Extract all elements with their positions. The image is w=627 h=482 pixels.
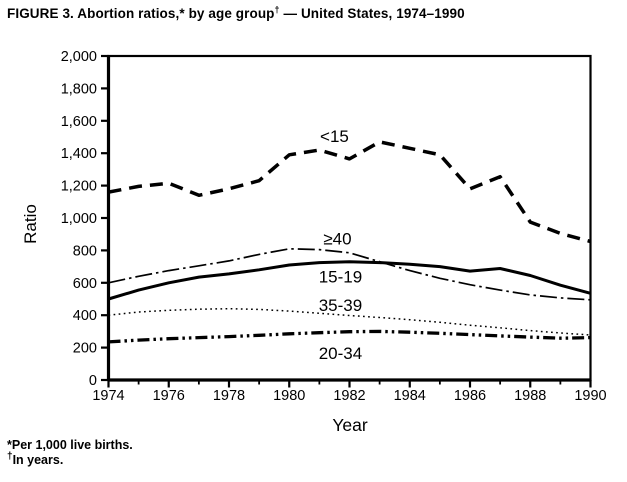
x-tick-label-1984: 1984 bbox=[394, 388, 426, 404]
y-tick-label-1800: 1,800 bbox=[61, 81, 97, 97]
x-tick-label-1980: 1980 bbox=[273, 388, 305, 404]
x-tick-label-1982: 1982 bbox=[333, 388, 365, 404]
figure-title-suffix: — United States, 1974–1990 bbox=[279, 6, 465, 21]
x-tick-label-1988: 1988 bbox=[514, 388, 546, 404]
y-tick-label-2000: 2,000 bbox=[61, 49, 97, 65]
footnote-asterisk-marker: * bbox=[7, 438, 12, 452]
y-tick-label-1000: 1,000 bbox=[61, 211, 97, 227]
title-dagger-superscript: † bbox=[274, 4, 280, 15]
figure-title-text: FIGURE 3. Abortion ratios,* by age group bbox=[7, 6, 275, 21]
x-tick-label-1978: 1978 bbox=[213, 388, 245, 404]
x-tick-label-1990: 1990 bbox=[574, 388, 606, 404]
series-label-35-39: 35-39 bbox=[319, 296, 362, 315]
footnote-2-text: In years. bbox=[12, 453, 64, 467]
footnote-dagger-marker: † bbox=[7, 450, 13, 462]
series-label-20-34: 20-34 bbox=[319, 344, 362, 363]
series-label-40-and-over: ≥40 bbox=[323, 229, 351, 248]
series-line-20-34 bbox=[108, 329, 591, 344]
y-tick-label-800: 800 bbox=[73, 243, 97, 259]
y-tick-label-1400: 1,400 bbox=[61, 146, 97, 162]
footnote-per-1000-live-births: *Per 1,000 live births. bbox=[7, 438, 133, 453]
footnote-in-years: †In years. bbox=[7, 450, 133, 468]
series-label-15-19: 15-19 bbox=[319, 267, 362, 286]
y-tick-label-1200: 1,200 bbox=[61, 179, 97, 195]
figure-title: FIGURE 3. Abortion ratios,* by age group… bbox=[7, 4, 617, 21]
series-label-under-15: <15 bbox=[320, 127, 349, 146]
y-tick-label-1600: 1,600 bbox=[61, 114, 97, 130]
y-axis-title: Ratio bbox=[21, 204, 40, 244]
x-tick-label-1974: 1974 bbox=[92, 388, 124, 404]
series-line-15-19 bbox=[108, 260, 591, 301]
x-tick-label-1976: 1976 bbox=[153, 388, 185, 404]
series-line-under-15 bbox=[108, 140, 591, 244]
x-tick-label-1986: 1986 bbox=[454, 388, 486, 404]
y-tick-label-0: 0 bbox=[89, 373, 97, 389]
y-tick-label-400: 400 bbox=[73, 308, 97, 324]
y-tick-label-600: 600 bbox=[73, 276, 97, 292]
footnote-1-text: Per 1,000 live births. bbox=[11, 438, 133, 452]
figure-footnotes: *Per 1,000 live births. †In years. bbox=[7, 438, 133, 468]
x-axis-title: Year bbox=[332, 415, 368, 435]
y-tick-label-200: 200 bbox=[73, 341, 97, 357]
